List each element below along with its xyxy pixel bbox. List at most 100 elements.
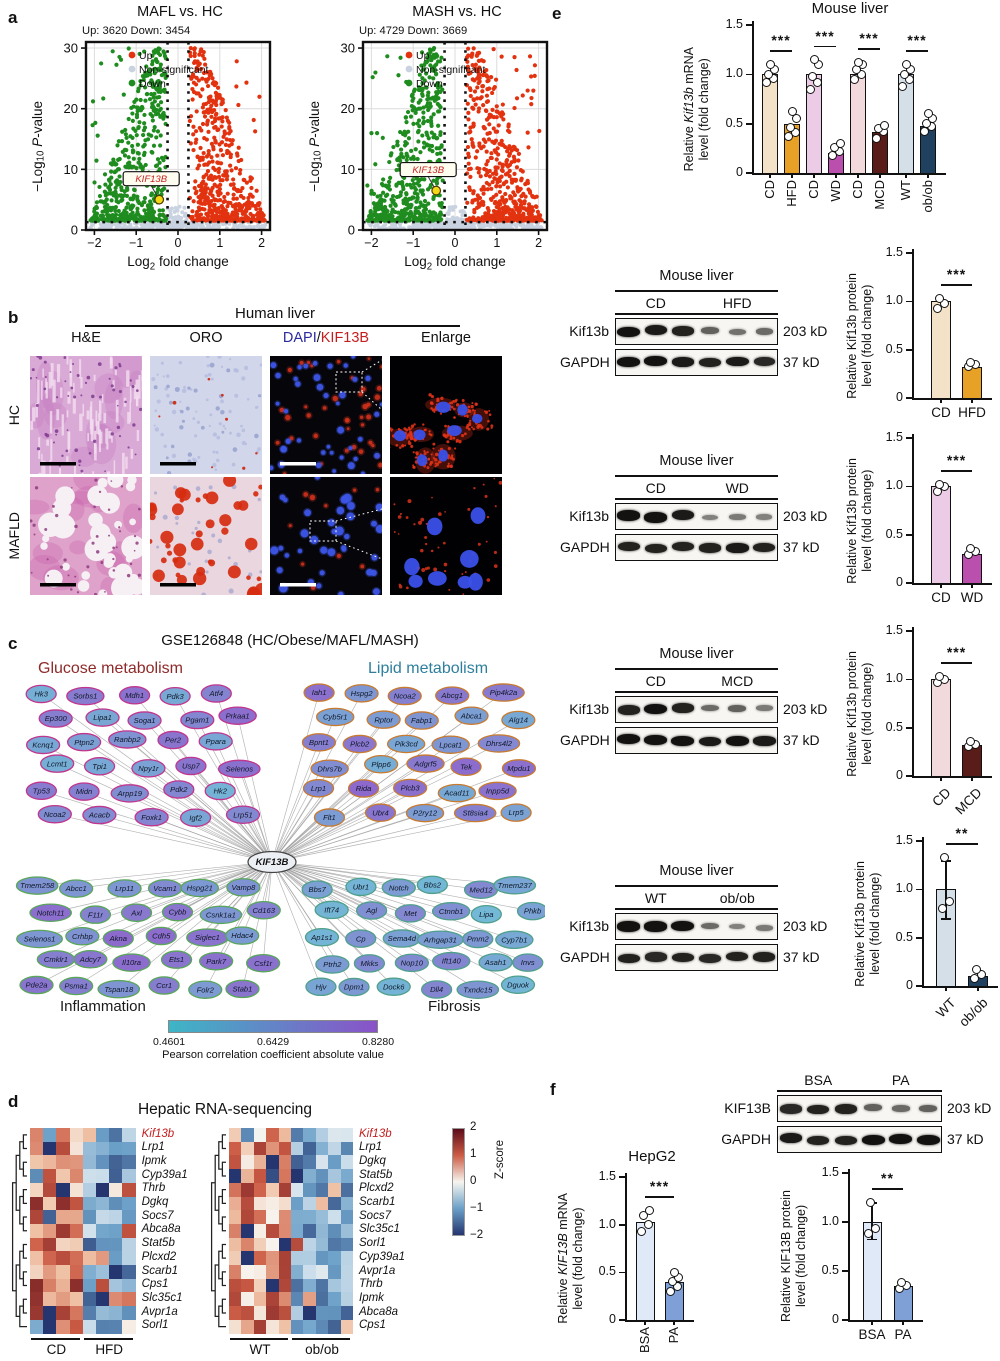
heatmap-cell — [96, 1306, 110, 1321]
data-point — [901, 59, 911, 69]
heatmap-cell — [109, 1237, 123, 1252]
blot-band — [919, 1104, 938, 1112]
heatmap-cell — [340, 1155, 354, 1170]
gene-node: Dhrs4l2 — [486, 739, 513, 748]
gene-node: Folr2 — [197, 985, 215, 994]
data-point — [643, 1220, 653, 1230]
y-tick-label: 0.5 — [895, 929, 913, 944]
x-tick-label: HFD — [783, 180, 799, 207]
heatmap-cell — [43, 1128, 57, 1143]
gene-node: Txndc15 — [463, 985, 493, 994]
heatmap-cell — [229, 1265, 242, 1280]
blot-band — [645, 952, 667, 962]
gene-node: Psma1 — [64, 982, 88, 991]
heatmap-cell — [253, 1251, 267, 1266]
blot-band — [617, 542, 640, 552]
heatmap-cell — [30, 1278, 44, 1293]
gene-node: Lrp11 — [115, 884, 134, 893]
heatmap-cell — [30, 1251, 44, 1266]
y-axis-line — [922, 837, 924, 986]
sig-stars: *** — [859, 30, 879, 47]
heatmap-cell — [315, 1155, 329, 1170]
heatmap-cell — [328, 1278, 342, 1293]
chart-title: Mouse liver — [811, 0, 889, 17]
blot-box — [615, 696, 778, 723]
heatmap-cell — [82, 1128, 97, 1143]
heatmap-cell — [315, 1278, 329, 1293]
heatmap-cell — [266, 1169, 280, 1184]
heatmap-wt-obob: Kif13b Lrp1 Dgkq Stat5b Plcxd2 Scarb1 Socs7 Slc… — [229, 1128, 463, 1361]
heatmap-cell — [229, 1306, 242, 1321]
zscore-tick: −2 — [470, 1229, 484, 1241]
gene-node: Tspan18 — [104, 985, 134, 994]
gene-node: Asah1 — [484, 958, 507, 967]
heatmap-cell — [278, 1319, 292, 1334]
heatmap-cell — [96, 1210, 110, 1225]
heatmap-cell — [291, 1237, 304, 1252]
svg-text:−2: −2 — [364, 236, 378, 250]
heatmap-cell — [266, 1251, 280, 1266]
svg-text:0: 0 — [175, 236, 182, 250]
heatmap-cell — [315, 1292, 329, 1307]
data-point — [856, 69, 866, 79]
heatmap-cell — [43, 1155, 57, 1170]
heatmap-cell — [291, 1306, 304, 1321]
heatmap-cell — [340, 1319, 354, 1334]
heatmap-gene-label: Cyp39a1 — [141, 1168, 188, 1181]
blot-band — [889, 1133, 913, 1144]
legend-item: Down — [416, 78, 443, 90]
heatmap-cell — [43, 1237, 57, 1252]
gene-node: Npy1r — [138, 764, 159, 773]
sig-stars: *** — [946, 452, 967, 469]
heatmap-cell — [253, 1223, 267, 1239]
blot-band — [834, 1104, 857, 1115]
x-tick-label: CD — [805, 180, 821, 199]
e-blot-wd: Mouse liver CD WD Kif13b 203 kD GAPDH 37 kD — [560, 425, 870, 575]
heatmap-cell — [109, 1265, 123, 1280]
heatmap-cell — [253, 1169, 267, 1184]
svg-text:0: 0 — [452, 236, 459, 250]
heatmap-cell — [229, 1237, 242, 1252]
gene-node: Ptrh2 — [323, 960, 342, 969]
y-tick-label: 1.5 — [598, 1169, 616, 1183]
heatmap-cell — [82, 1292, 97, 1307]
y-axis-line — [752, 21, 754, 173]
blot-band — [753, 543, 776, 553]
gene-node: Plpp6 — [371, 760, 391, 769]
gene-node: Cp — [356, 934, 366, 943]
heatmap-cell — [229, 1141, 242, 1156]
heatmap-cell — [315, 1223, 329, 1239]
heatmap-cell — [69, 1141, 84, 1156]
heatmap-cell — [109, 1251, 123, 1266]
e-wb4-chart: Relative Kif13b protein level (fold chang… — [840, 825, 1000, 1038]
heatmap-cell — [303, 1128, 317, 1143]
gene-node: Alg14 — [508, 716, 528, 725]
heatmap-cell — [340, 1196, 354, 1211]
gene-node: Mpdu1 — [507, 764, 530, 773]
heatmap-group-label: WT — [249, 1341, 271, 1357]
heatmap-cell — [96, 1182, 110, 1197]
heatmap-cell — [109, 1292, 123, 1307]
gene-node: Plcb2 — [350, 740, 370, 749]
blot-group-label: CD — [645, 480, 666, 496]
heatmap-cell — [340, 1292, 354, 1307]
gene-node: Lrp5 — [509, 808, 525, 817]
gene-node: Midn — [76, 787, 92, 796]
bar-CD — [931, 679, 951, 776]
heatmap-cell — [109, 1319, 123, 1334]
heatmap-cell — [229, 1223, 242, 1239]
blot-box — [615, 913, 778, 940]
heatmap-gene-label: Stat5b — [141, 1237, 175, 1250]
data-point — [904, 74, 914, 84]
heatmap-cell — [291, 1155, 304, 1170]
heatmap-cell — [253, 1196, 267, 1211]
gene-node: Tpi1 — [92, 762, 107, 771]
blot-band — [729, 923, 746, 930]
heatmap-group-label: HFD — [95, 1341, 124, 1357]
blot-band — [701, 704, 719, 712]
gene-node: Abcc1 — [65, 884, 87, 893]
heatmap-cell — [69, 1319, 84, 1334]
gene-node: Vamp8 — [232, 883, 257, 892]
svg-text:20: 20 — [341, 101, 355, 116]
heatmap-cell — [30, 1292, 44, 1307]
